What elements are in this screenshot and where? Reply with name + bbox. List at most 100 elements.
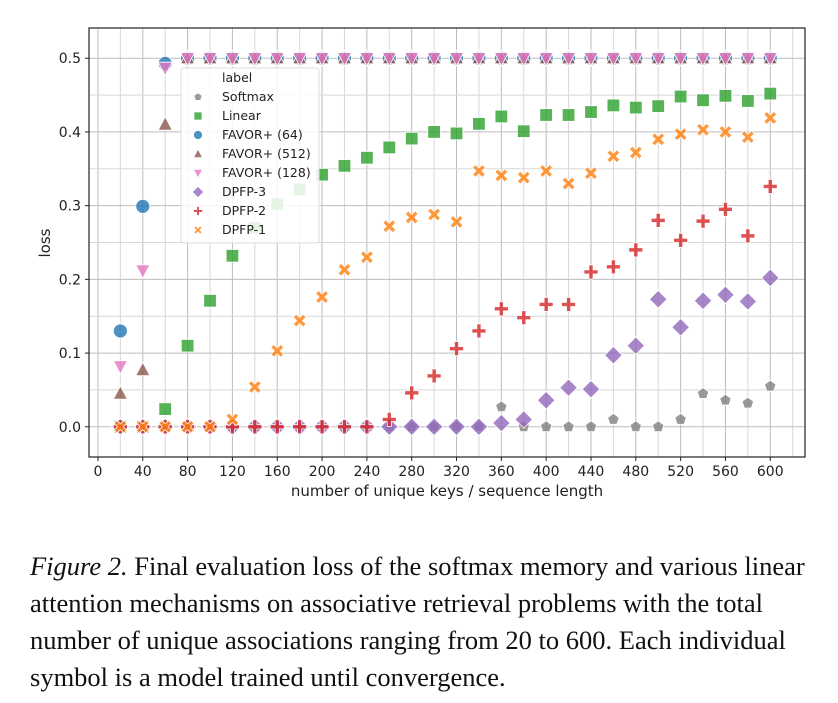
point-favor-128 <box>538 52 554 67</box>
legend-marker-dpfp-1-shape <box>193 225 203 235</box>
point-softmax <box>741 396 754 409</box>
point-dpfp-2 <box>762 179 778 194</box>
point-dpfp-2 <box>538 297 554 312</box>
point-dpfp-1 <box>158 419 173 434</box>
point-favor-128 <box>269 52 285 67</box>
point-dpfp-3 <box>402 417 422 437</box>
point-dpfp-1-shape <box>292 313 307 328</box>
legend-label-softmax: Softmax <box>222 89 274 104</box>
y-tick-label: 0.5 <box>59 51 81 67</box>
point-dpfp-2 <box>695 213 711 229</box>
point-dpfp-3 <box>648 289 668 309</box>
point-dpfp-1-shape <box>203 419 218 434</box>
point-favor-128 <box>112 360 129 375</box>
point-dpfp-1-shape <box>135 419 150 434</box>
point-favor-128 <box>493 52 510 67</box>
plot-frame <box>88 27 806 458</box>
point-dpfp-1 <box>539 163 554 179</box>
point-softmax <box>764 379 777 392</box>
legend-label-favor-512: FAVOR+ (512) <box>222 146 311 161</box>
point-dpfp-3 <box>447 417 466 437</box>
point-dpfp-1 <box>359 250 374 265</box>
point-favor-128 <box>157 61 173 77</box>
x-tick-label: 400 <box>533 464 560 480</box>
figure-caption: Figure 2. Final evaluation loss of the s… <box>30 548 830 696</box>
point-favor-128 <box>135 264 151 280</box>
point-favor-128 <box>605 52 622 67</box>
point-linear <box>561 108 576 122</box>
point-dpfp-1 <box>382 219 397 234</box>
legend: label Softmax Linear FAVOR+ (64) FAVOR+ (51… <box>180 67 320 244</box>
point-dpfp-3 <box>693 291 713 311</box>
point-dpfp-1 <box>628 145 643 160</box>
point-linear <box>427 125 441 139</box>
point-favor-128 <box>516 52 532 67</box>
point-dpfp-1 <box>740 130 755 145</box>
point-favor-128 <box>471 52 487 67</box>
point-dpfp-2 <box>314 419 330 435</box>
point-dpfp-2 <box>471 323 487 339</box>
point-dpfp-1 <box>651 132 666 147</box>
point-dpfp-1-shape <box>651 132 666 147</box>
point-linear <box>494 109 509 124</box>
point-favor-128 <box>717 52 734 67</box>
point-favor-128 <box>426 52 442 67</box>
point-dpfp-1 <box>203 419 218 434</box>
point-dpfp-1-shape <box>628 145 643 160</box>
point-dpfp-2 <box>426 368 442 384</box>
legend-label-linear: Linear <box>222 108 262 123</box>
point-dpfp-1 <box>606 149 621 164</box>
point-dpfp-3 <box>738 292 758 311</box>
x-tick-label: 80 <box>179 464 197 480</box>
point-dpfp-3 <box>536 390 556 410</box>
point-dpfp-1 <box>763 110 778 125</box>
point-dpfp-1 <box>516 170 531 185</box>
legend-label-favor-64: FAVOR+ (64) <box>222 127 303 142</box>
x-tick-label: 360 <box>488 464 515 480</box>
point-dpfp-3 <box>424 417 444 437</box>
point-favor-128 <box>762 52 778 67</box>
point-dpfp-1 <box>292 313 307 328</box>
point-dpfp-1 <box>583 166 598 181</box>
legend-marker-favor-64 <box>193 130 203 140</box>
point-linear <box>539 108 553 122</box>
legend-marker-softmax <box>193 92 203 101</box>
point-favor-512 <box>112 385 129 400</box>
point-softmax <box>629 420 642 432</box>
y-tick-label: 0.3 <box>59 199 81 215</box>
point-dpfp-2 <box>404 385 420 401</box>
legend-marker-dpfp-2 <box>193 206 203 216</box>
axis-ticks: 0 40 80 120 160 200 240 280 320 360 400 440 480 520 56… <box>59 51 784 480</box>
point-dpfp-3 <box>559 378 578 398</box>
point-favor-128 <box>314 52 330 67</box>
point-dpfp-1 <box>673 127 688 142</box>
point-dpfp-1-shape <box>270 343 285 358</box>
point-favor-128 <box>404 52 420 67</box>
point-linear <box>158 402 172 416</box>
legend-marker-dpfp-3 <box>191 185 205 199</box>
point-dpfp-3 <box>671 317 690 337</box>
point-linear <box>763 86 777 101</box>
point-dpfp-1-shape <box>740 130 755 145</box>
point-dpfp-1-shape <box>382 219 397 234</box>
point-dpfp-2 <box>449 341 464 357</box>
point-dpfp-1-shape <box>561 176 576 191</box>
point-dpfp-2 <box>740 228 756 244</box>
legend-box <box>180 67 320 244</box>
point-dpfp-2 <box>650 212 666 228</box>
point-favor-128 <box>291 52 308 67</box>
point-dpfp-1-shape <box>673 127 688 142</box>
point-favor-128 <box>560 52 577 67</box>
legend-marker-dpfp-1 <box>193 225 203 235</box>
point-dpfp-1 <box>427 207 442 222</box>
point-softmax <box>696 387 710 399</box>
point-dpfp-1 <box>180 419 195 434</box>
point-softmax <box>652 420 665 432</box>
point-favor-128 <box>740 52 756 67</box>
point-dpfp-1 <box>471 163 486 179</box>
caption-text: Final evaluation loss of the softmax mem… <box>30 551 805 692</box>
point-linear <box>673 89 688 104</box>
x-tick-label: 160 <box>264 464 291 480</box>
point-dpfp-1 <box>247 379 262 394</box>
point-softmax <box>562 420 575 432</box>
